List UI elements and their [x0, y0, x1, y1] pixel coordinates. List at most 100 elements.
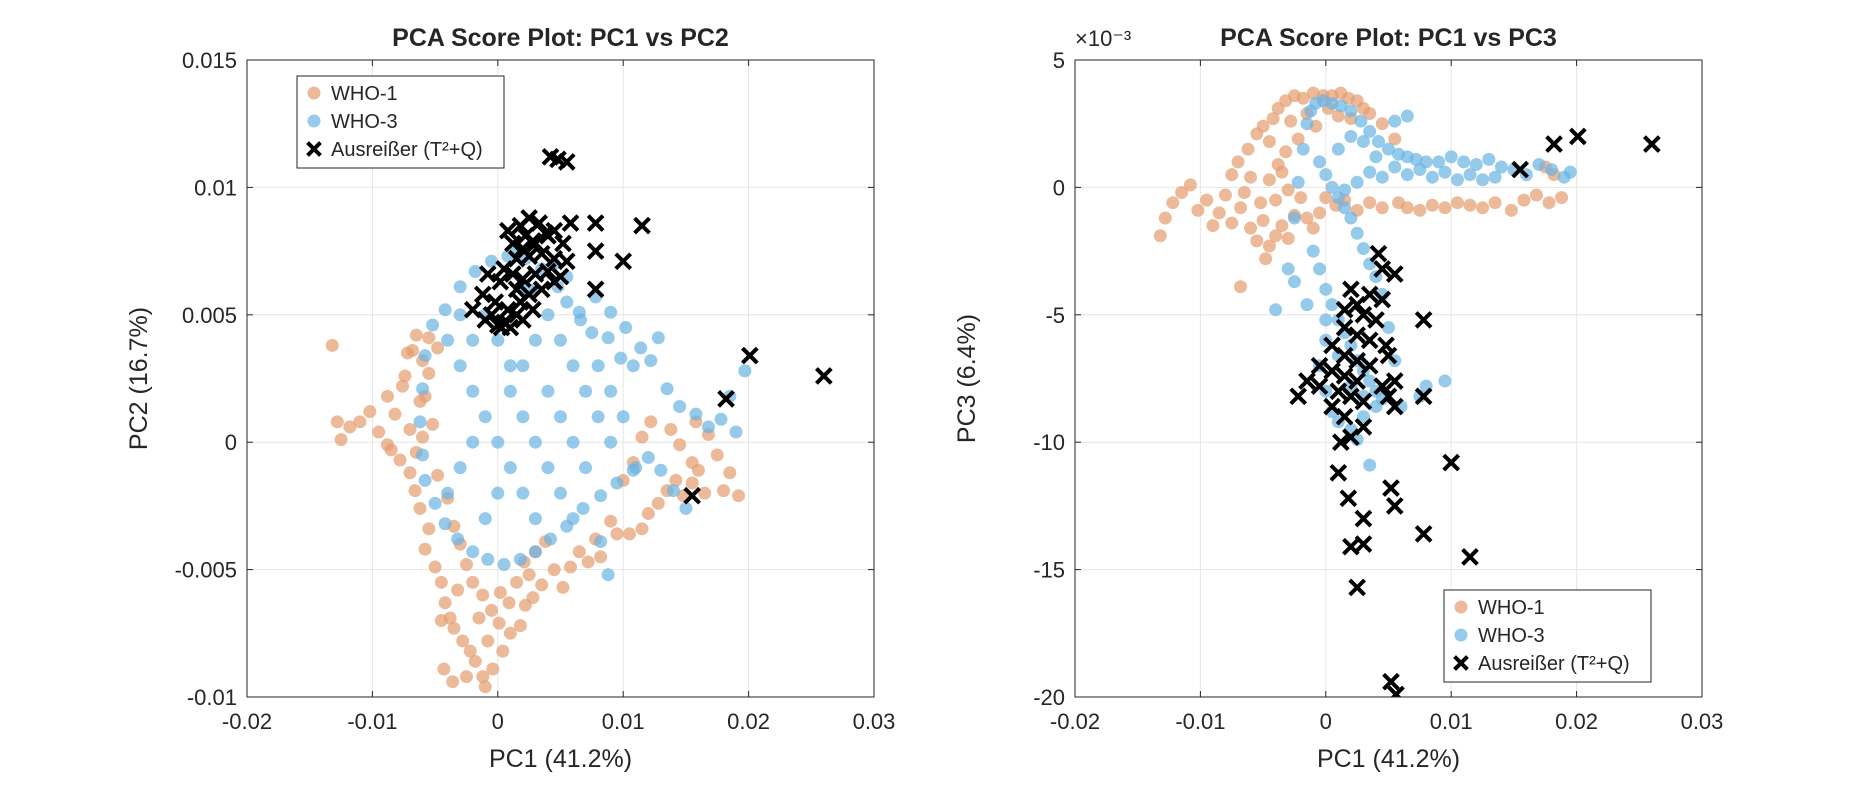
plot-pc1-vs-pc3: -0.02 -0.01 0 0.01 0.02 0.03 -20 -15 -10 -5 0 5 ×10⁻… [953, 24, 1723, 773]
point-who-3 [1438, 165, 1452, 179]
point-who-3 [1313, 262, 1327, 276]
point-who-1 [1234, 201, 1248, 215]
point-who-3 [1463, 168, 1477, 182]
point-who-1 [1262, 173, 1276, 187]
point-outlier [1382, 479, 1400, 497]
legend-marker-outlier [1453, 655, 1469, 671]
point-who-3 [466, 384, 480, 398]
point-who-3 [1306, 244, 1320, 258]
point-outlier [1348, 578, 1366, 597]
point-who-1 [622, 527, 636, 541]
point-who-3 [1545, 163, 1559, 177]
point-outlier [554, 234, 572, 253]
point-who-3 [1300, 298, 1314, 312]
point-who-1 [664, 422, 678, 436]
point-who-3 [604, 384, 618, 398]
x-axis-label: PC1 (41.2%) [1317, 745, 1460, 773]
point-who-3 [714, 412, 728, 426]
point-who-3 [689, 407, 703, 421]
point-who-3 [651, 331, 665, 345]
point-outlier [1289, 387, 1308, 406]
plot-pc1-vs-pc2: -0.02 -0.01 0 0.01 0.02 0.03-0.01-0.00500.005… [125, 24, 895, 773]
x-tick-label: 0.02 [727, 709, 770, 734]
point-who-3 [491, 486, 505, 500]
point-who-1 [1463, 198, 1477, 212]
point-who-3 [416, 382, 430, 396]
point-who-1 [472, 611, 486, 625]
legend-label-who-3: WHO-3 [1478, 625, 1545, 647]
point-who-1 [476, 670, 490, 684]
point-who-1 [698, 486, 712, 500]
point-who-3 [1369, 150, 1383, 164]
point-outlier [1569, 127, 1587, 146]
point-who-3 [426, 318, 440, 332]
point-who-1 [422, 366, 436, 380]
point-who-1 [1279, 145, 1293, 159]
point-who-3 [1563, 165, 1577, 179]
point-outlier [1414, 525, 1433, 543]
point-outlier [507, 280, 526, 299]
point-who-3 [601, 568, 615, 582]
point-outlier [1348, 326, 1366, 345]
point-who-3 [572, 305, 586, 319]
x-tick-label: 0.01 [1430, 709, 1473, 734]
point-who-1 [406, 343, 420, 357]
point-outlier [514, 270, 532, 288]
x-tick-label: 0 [1320, 709, 1332, 734]
point-who-1 [1218, 188, 1232, 202]
point-outlier [532, 280, 551, 299]
point-who-3 [579, 461, 593, 475]
point-who-1 [468, 654, 482, 668]
point-who-3 [453, 359, 467, 373]
point-who-1 [1225, 216, 1239, 230]
point-who-3 [453, 308, 467, 322]
legend: WHO-1 WHO-3 Ausreißer (T²+Q) [1443, 589, 1652, 683]
point-outlier [1385, 497, 1404, 515]
point-who-1 [1234, 280, 1248, 294]
point-who-1 [710, 448, 724, 462]
point-who-3 [554, 486, 567, 500]
legend-marker-who-3 [1454, 628, 1468, 642]
point-who-3 [566, 359, 580, 373]
point-who-3 [541, 384, 555, 398]
point-who-1 [581, 555, 595, 569]
point-outlier [1335, 300, 1354, 319]
point-who-3 [701, 420, 715, 434]
point-outlier [530, 214, 549, 232]
point-who-1 [635, 522, 649, 536]
y-tick-label: 0 [1053, 175, 1065, 200]
point-who-1 [1400, 201, 1414, 215]
point-outlier [1369, 244, 1388, 263]
series-ausrei-er-t-q [463, 147, 833, 505]
point-who-1 [384, 443, 398, 457]
point-outlier [491, 272, 510, 291]
point-who-1 [431, 468, 445, 482]
point-who-3 [1457, 155, 1471, 169]
point-outlier [1335, 346, 1354, 365]
point-who-1 [723, 466, 737, 480]
point-who-3 [1354, 114, 1368, 128]
point-who-1 [1284, 114, 1298, 128]
point-outlier [1414, 311, 1433, 329]
y-tick-label: 0.015 [182, 48, 237, 73]
point-who-3 [560, 295, 574, 309]
point-outlier [614, 252, 633, 271]
point-outlier [514, 239, 532, 258]
point-outlier [557, 153, 576, 171]
legend-label-ausrei-er-t-q: Ausreißer (T²+Q) [331, 139, 483, 161]
point-who-1 [1517, 193, 1531, 207]
point-who-1 [325, 338, 339, 352]
point-who-3 [441, 333, 455, 347]
point-who-1 [510, 575, 524, 589]
x-tick-label: -0.02 [1050, 709, 1100, 734]
point-outlier [1342, 537, 1360, 556]
legend-label-who-1: WHO-1 [331, 83, 398, 105]
y-tick-label: 0 [225, 430, 237, 455]
point-who-1 [1158, 211, 1172, 225]
point-who-3 [1344, 338, 1358, 352]
point-who-3 [1325, 298, 1339, 312]
legend-marker-who-1 [307, 86, 321, 100]
point-who-1 [481, 634, 495, 648]
point-who-1 [1231, 155, 1245, 169]
